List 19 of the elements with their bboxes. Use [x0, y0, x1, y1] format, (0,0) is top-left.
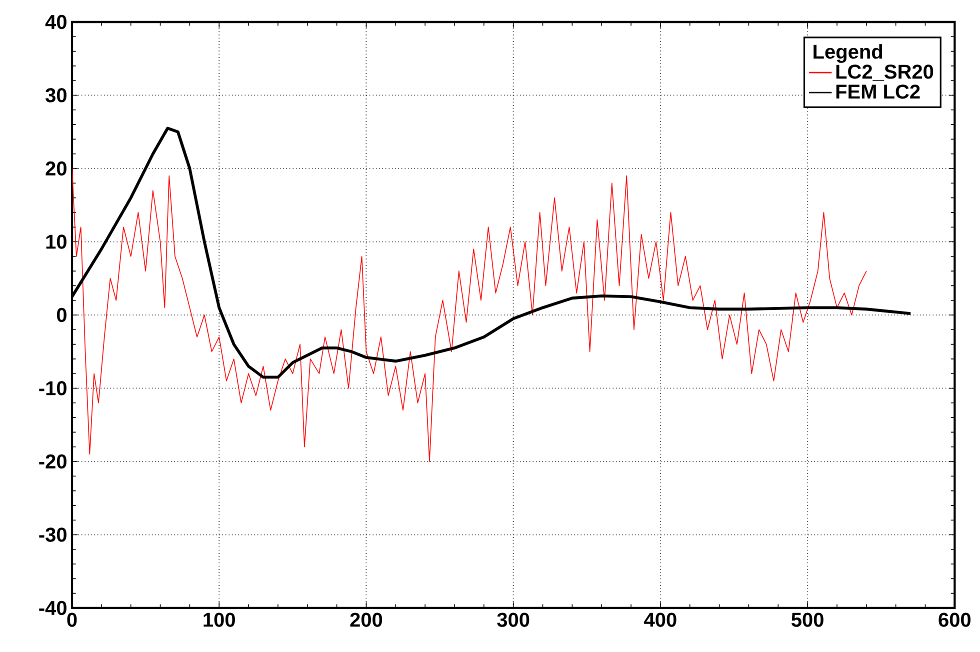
- y-tick-label: -40: [39, 600, 66, 616]
- x-tick-label: 0: [67, 612, 77, 627]
- y-tick-label: -30: [39, 528, 66, 542]
- y-tick-label: 20: [46, 161, 66, 176]
- legend-title: Legend: [814, 44, 882, 63]
- x-tick-label: 400: [644, 612, 676, 627]
- legend-label: FEM LC2: [836, 84, 920, 99]
- y-tick-label: -20: [39, 454, 66, 469]
- y-tick-label: 30: [46, 88, 66, 102]
- y-tick-label: 40: [45, 14, 66, 30]
- x-tick-label: 200: [350, 612, 382, 627]
- y-tick-label: -10: [39, 381, 66, 396]
- x-tick-label: 600: [938, 612, 971, 627]
- y-tick-label: 0: [56, 308, 66, 322]
- x-tick-label: 300: [497, 612, 530, 627]
- legend-label: LC2_SR20: [836, 64, 934, 82]
- y-tick-label: 10: [46, 234, 66, 249]
- x-tick-label: 500: [791, 612, 824, 627]
- x-tick-label: 100: [204, 612, 235, 627]
